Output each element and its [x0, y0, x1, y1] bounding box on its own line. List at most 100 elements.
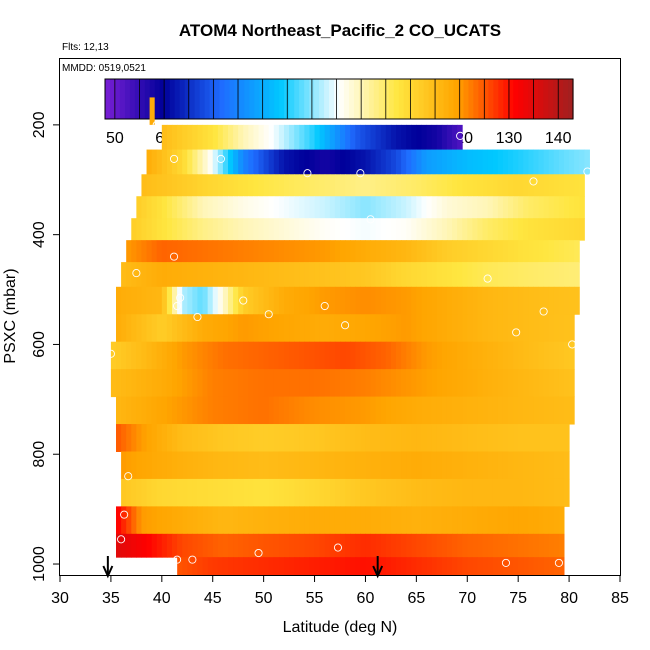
colorbar-swatch	[383, 79, 390, 119]
heatmap-cell	[166, 218, 173, 241]
heatmap-cell	[243, 424, 249, 452]
heatmap-cell	[187, 286, 193, 315]
heatmap-cell	[487, 369, 494, 398]
heatmap-cell	[492, 262, 499, 288]
heatmap-cell	[497, 369, 504, 398]
heatmap-cell	[131, 451, 137, 480]
heatmap-cell	[121, 506, 127, 535]
heatmap-cell	[513, 196, 519, 219]
heatmap-cell	[487, 174, 494, 197]
heatmap-cell	[533, 262, 540, 288]
heatmap-cell	[436, 218, 443, 241]
heatmap-cell	[309, 240, 316, 263]
heatmap-cell	[355, 396, 361, 425]
heatmap-cell	[553, 240, 560, 263]
heatmap-cell	[299, 506, 305, 535]
heatmap-cell	[502, 218, 509, 241]
heatmap-cell	[136, 533, 142, 558]
colorbar-swatch	[398, 79, 405, 119]
heatmap-cell	[574, 240, 580, 263]
heatmap-cell	[350, 174, 356, 197]
heatmap-cell	[340, 218, 346, 241]
heatmap-cell	[126, 396, 132, 425]
heatmap-cell	[431, 240, 438, 263]
heatmap-cell	[202, 506, 209, 535]
heatmap-cell	[472, 533, 478, 558]
heatmap-cell	[228, 341, 234, 370]
heatmap-cell	[309, 424, 316, 452]
heatmap-cell	[166, 124, 173, 151]
heatmap-cell	[172, 341, 178, 370]
heatmap-cell	[436, 314, 443, 343]
heatmap-cell	[543, 533, 550, 558]
heatmap-cell	[299, 341, 305, 370]
colorbar-swatch	[259, 79, 265, 119]
heatmap-cell	[131, 314, 137, 343]
heatmap-cell	[528, 314, 534, 343]
heatmap-cell	[202, 240, 209, 263]
heatmap-cell	[365, 218, 372, 241]
heatmap-cell	[243, 369, 249, 398]
heatmap-cell	[477, 196, 484, 219]
heatmap-cell	[243, 478, 249, 507]
colorbar-swatch	[373, 79, 380, 119]
heatmap-cell	[243, 286, 249, 315]
heatmap-cell	[314, 240, 321, 263]
heatmap-cell	[207, 196, 214, 219]
colorbar-swatch	[423, 79, 430, 119]
heatmap-cell	[533, 424, 540, 452]
heatmap-cell	[518, 341, 524, 370]
heatmap-cell	[141, 240, 148, 263]
heatmap-cell	[472, 149, 478, 175]
heatmap-cell	[304, 533, 310, 558]
heatmap-cell	[156, 341, 163, 370]
heatmap-cell	[243, 124, 249, 151]
heatmap-cell	[253, 533, 260, 558]
heatmap-cell	[355, 124, 361, 151]
heatmap-cell	[192, 478, 198, 507]
heatmap-cell	[446, 262, 453, 288]
heatmap-cell	[248, 369, 254, 398]
heatmap-cell	[401, 451, 407, 480]
heatmap-cell	[299, 196, 305, 219]
heatmap-cell	[441, 396, 448, 425]
sample-point	[152, 120, 161, 129]
heatmap-cell	[345, 240, 351, 263]
heatmap-cell	[207, 533, 214, 558]
heatmap-cell	[299, 424, 305, 452]
heatmap-cell	[416, 557, 422, 576]
heatmap-cell	[172, 424, 178, 452]
heatmap-cell	[228, 240, 234, 263]
heatmap-cell	[421, 314, 428, 343]
heatmap-cell	[192, 341, 198, 370]
sample-point	[568, 340, 577, 349]
heatmap-cell	[243, 341, 249, 370]
heatmap-cell	[431, 478, 438, 507]
heatmap-cell	[502, 240, 509, 263]
heatmap-cell	[497, 396, 504, 425]
heatmap-cell	[207, 149, 214, 175]
heatmap-cell	[146, 149, 153, 175]
heatmap-cell	[228, 396, 234, 425]
heatmap-cell	[217, 240, 224, 263]
heatmap-cell	[202, 451, 209, 480]
colorbar-swatch	[239, 79, 246, 119]
heatmap-cell	[268, 262, 275, 288]
heatmap-cell	[401, 286, 407, 315]
heatmap-cell	[289, 240, 295, 263]
heatmap-cell	[222, 557, 229, 576]
heatmap-cell	[508, 369, 514, 398]
heatmap-cell	[497, 341, 504, 370]
heatmap-cell	[299, 149, 305, 175]
heatmap-cell	[553, 149, 560, 175]
heatmap-cell	[233, 506, 239, 535]
heatmap-cell	[248, 557, 254, 576]
heatmap-cell	[294, 557, 300, 576]
heatmap-cell	[324, 149, 331, 175]
heatmap-cell	[543, 174, 550, 197]
heatmap-cell	[340, 149, 346, 175]
heatmap-cell	[294, 262, 300, 288]
heatmap-cell	[390, 341, 397, 370]
heatmap-cell	[446, 149, 453, 175]
colorbar-swatch	[304, 79, 310, 119]
